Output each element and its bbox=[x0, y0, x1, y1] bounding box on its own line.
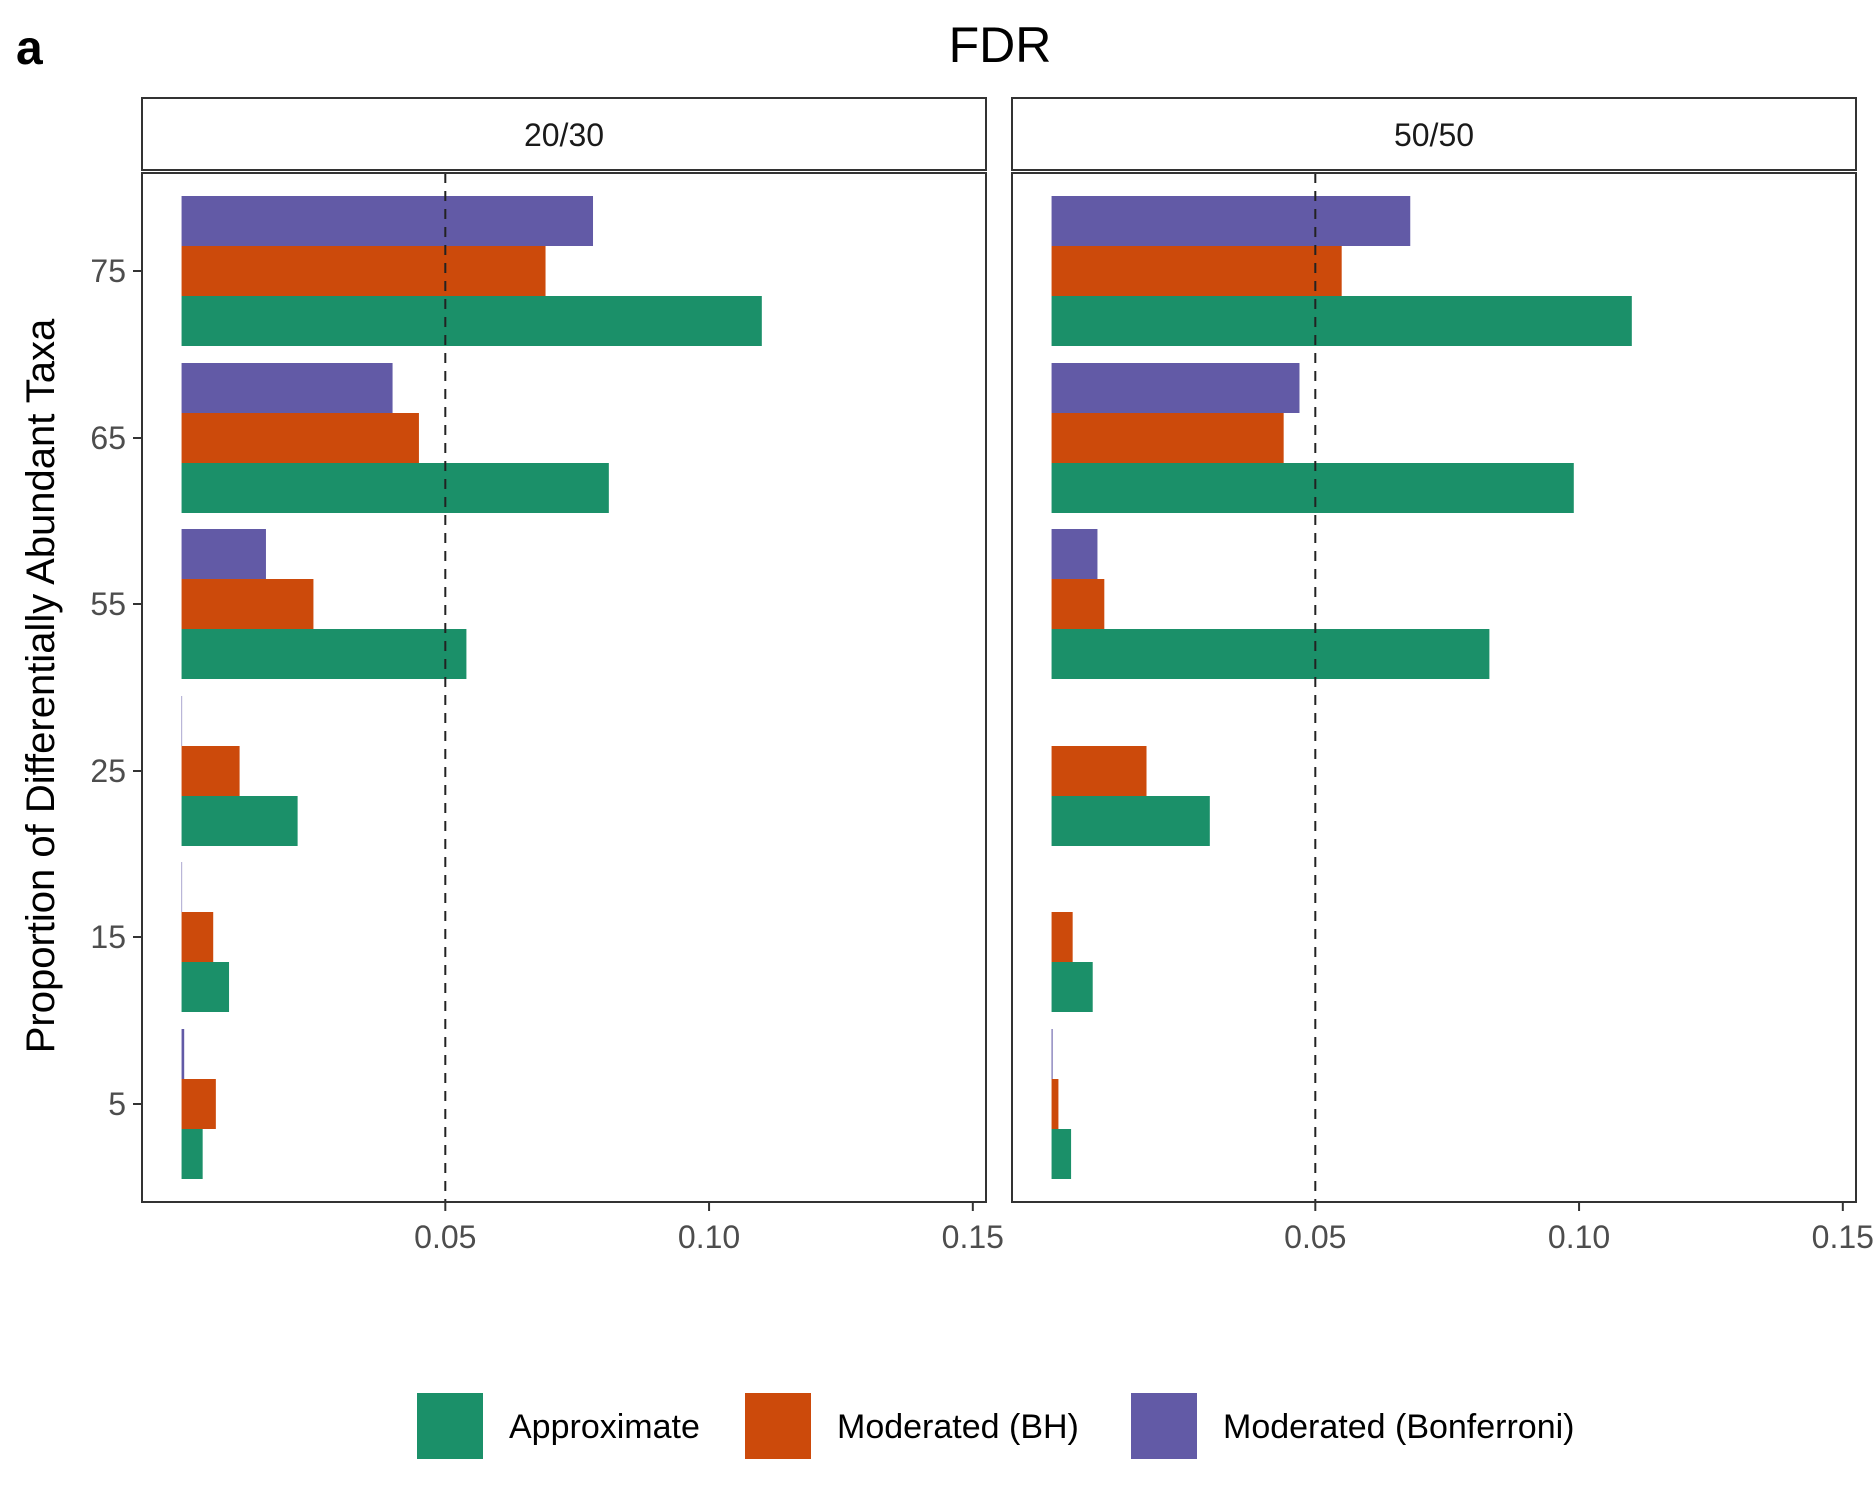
y-tick-label: 75 bbox=[90, 253, 126, 289]
facets: 20/30 0.05 0.10 0.15 5 15 25 55 65 75 50/50 0.05 0.1… bbox=[90, 97, 1874, 1255]
bar-approximate-55 bbox=[1051, 629, 1490, 679]
bar-approximate-65 bbox=[181, 463, 609, 513]
bar-approximate-15 bbox=[1051, 962, 1093, 1012]
bar-approximate-55 bbox=[181, 629, 467, 679]
bar-moderated-bh-65 bbox=[181, 413, 419, 463]
legend-label: Moderated (Bonferroni) bbox=[1223, 1408, 1575, 1446]
bar-approximate-65 bbox=[1051, 463, 1574, 513]
facet-strip bbox=[141, 97, 987, 171]
bar-moderated-bh-25 bbox=[1051, 746, 1147, 796]
legend-swatch bbox=[745, 1393, 811, 1459]
facet-panel-0: 20/30 0.05 0.10 0.15 5 15 25 55 65 75 bbox=[90, 97, 1004, 1255]
y-tick-label: 5 bbox=[108, 1086, 126, 1122]
bar-approximate-25 bbox=[181, 796, 298, 846]
facet-panel-1: 50/50 0.05 0.10 0.15 bbox=[1011, 97, 1874, 1255]
bar-moderated-bonferroni-65 bbox=[1051, 363, 1300, 413]
bar-approximate-75 bbox=[181, 296, 762, 346]
bar-moderated-bh-75 bbox=[1051, 246, 1342, 296]
bar-moderated-bonferroni-25 bbox=[181, 696, 183, 746]
y-tick-label: 65 bbox=[90, 420, 126, 456]
bar-moderated-bh-55 bbox=[181, 579, 314, 629]
bar-approximate-5 bbox=[1051, 1129, 1072, 1179]
bar-approximate-25 bbox=[1051, 796, 1210, 846]
facet-strip-label: 50/50 bbox=[1394, 117, 1474, 153]
bar-moderated-bh-55 bbox=[1051, 579, 1105, 629]
facet-strip bbox=[1011, 97, 1857, 171]
legend-label: Approximate bbox=[509, 1408, 700, 1446]
bar-moderated-bh-5 bbox=[181, 1079, 216, 1129]
y-tick-label: 55 bbox=[90, 586, 126, 622]
y-axis-title: Proportion of Differentially Abundant Ta… bbox=[19, 318, 63, 1053]
bar-moderated-bonferroni-75 bbox=[1051, 196, 1411, 246]
legend-item: Moderated (Bonferroni) bbox=[1131, 1393, 1575, 1459]
panel-border bbox=[1011, 172, 1857, 1203]
bar-approximate-5 bbox=[181, 1129, 203, 1179]
bar-moderated-bonferroni-75 bbox=[181, 196, 594, 246]
bar-approximate-15 bbox=[181, 962, 230, 1012]
bar-moderated-bh-5 bbox=[1051, 1079, 1059, 1129]
bar-moderated-bh-15 bbox=[1051, 912, 1073, 962]
x-tick-label: 0.05 bbox=[414, 1219, 476, 1255]
legend-item: Approximate bbox=[417, 1393, 700, 1459]
bar-moderated-bonferroni-5 bbox=[1051, 1029, 1053, 1079]
bar-moderated-bh-25 bbox=[181, 746, 240, 796]
chart-title: FDR bbox=[949, 17, 1052, 73]
bar-moderated-bh-15 bbox=[181, 912, 214, 962]
legend-item: Moderated (BH) bbox=[745, 1393, 1079, 1459]
bar-moderated-bonferroni-55 bbox=[1051, 529, 1098, 579]
bar-moderated-bonferroni-5 bbox=[181, 1029, 185, 1079]
bar-moderated-bonferroni-65 bbox=[181, 363, 393, 413]
x-tick-label: 0.15 bbox=[942, 1219, 1004, 1255]
panel-border bbox=[141, 172, 987, 1203]
facet-strip-label: 20/30 bbox=[524, 117, 604, 153]
y-tick-label: 25 bbox=[90, 753, 126, 789]
x-tick-label: 0.10 bbox=[678, 1219, 740, 1255]
x-tick-label: 0.15 bbox=[1812, 1219, 1874, 1255]
bar-approximate-75 bbox=[1051, 296, 1632, 346]
panel-label: a bbox=[16, 22, 43, 75]
bar-moderated-bh-65 bbox=[1051, 413, 1284, 463]
legend-swatch bbox=[1131, 1393, 1197, 1459]
x-tick-label: 0.10 bbox=[1548, 1219, 1610, 1255]
legend-label: Moderated (BH) bbox=[837, 1408, 1079, 1446]
bar-moderated-bonferroni-55 bbox=[181, 529, 266, 579]
bar-moderated-bh-75 bbox=[181, 246, 546, 296]
y-tick-label: 15 bbox=[90, 919, 126, 955]
legend-swatch bbox=[417, 1393, 483, 1459]
x-tick-label: 0.05 bbox=[1284, 1219, 1346, 1255]
bar-moderated-bonferroni-15 bbox=[181, 862, 183, 912]
legend: Approximate Moderated (BH) Moderated (Bonf… bbox=[417, 1393, 1575, 1459]
